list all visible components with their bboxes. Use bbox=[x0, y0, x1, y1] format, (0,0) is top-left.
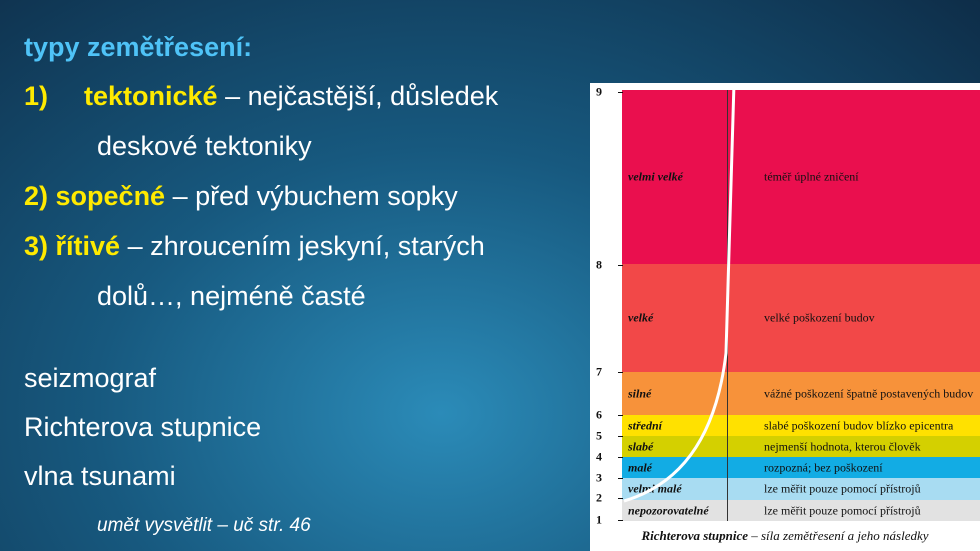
band-effect: lze měřit pouze pomocí přístrojů bbox=[764, 481, 921, 496]
tick-mark bbox=[618, 498, 623, 499]
caption: Richterova stupnice – síla zemětřesení a… bbox=[590, 528, 980, 544]
term: seizmograf bbox=[24, 363, 157, 393]
type-number: 3) bbox=[24, 231, 49, 261]
caption-title: Richterova stupnice bbox=[641, 528, 748, 543]
band: velmi velké téměř úplné zničení bbox=[622, 90, 980, 264]
term: Richterova stupnice bbox=[24, 412, 262, 442]
band: velké velké poškození budov bbox=[622, 264, 980, 372]
type-name: sopečné bbox=[55, 181, 166, 211]
tick-mark bbox=[618, 372, 623, 373]
type-desc: – zhroucením jeskyní, starých bbox=[127, 231, 485, 261]
tick-mark bbox=[618, 415, 623, 416]
band-level: silné bbox=[628, 386, 652, 400]
tick-label: 8 bbox=[596, 257, 602, 272]
tick-label: 6 bbox=[596, 407, 602, 422]
tick-mark bbox=[618, 436, 623, 437]
note: umět vysvětlit – uč str. 46 bbox=[97, 515, 311, 536]
band-effect: vážné poškození špatně postavených budov bbox=[764, 386, 974, 400]
band: silné vážné poškození špatně postavených … bbox=[622, 372, 980, 415]
band-effect: lze měřit pouze pomocí přístrojů bbox=[764, 503, 921, 517]
type-desc: – nejčastější, důsledek bbox=[225, 81, 499, 111]
band-effect: rozpozná; bez poškození bbox=[764, 460, 883, 474]
type-desc: – před výbuchem sopky bbox=[172, 181, 458, 211]
type-number: 1) bbox=[24, 81, 49, 111]
tick-label: 2 bbox=[596, 490, 602, 505]
band: nepozorovatelné lze měřit pouze pomocí př… bbox=[622, 500, 980, 521]
band-level: slabé bbox=[628, 439, 654, 453]
type-number: 2) bbox=[24, 181, 49, 211]
band-effect: velké poškození budov bbox=[764, 310, 875, 325]
richter-diagram: Richterova stupnice – síla zemětřesení a… bbox=[590, 83, 980, 551]
band-effect: slabé poškození budov blízko epicentra bbox=[764, 418, 954, 432]
type-desc: deskové tektoniky bbox=[97, 131, 312, 161]
energy-curve bbox=[623, 83, 736, 503]
type-item: 3) řítivé – zhroucením jeskyní, starých bbox=[24, 230, 485, 262]
band-level: nepozorovatelné bbox=[628, 503, 709, 517]
band-effect: téměř úplné zničení bbox=[764, 169, 859, 184]
type-desc: dolů…, nejméně časté bbox=[97, 281, 366, 311]
tick-label: 4 bbox=[596, 449, 602, 464]
curve-layer bbox=[623, 83, 736, 503]
tick-label: 5 bbox=[596, 428, 602, 443]
type-name: řítivé bbox=[55, 231, 121, 261]
heading: typy zemětřesení: bbox=[24, 32, 253, 62]
band-level: střední bbox=[628, 418, 663, 432]
tick-mark bbox=[618, 92, 623, 93]
caption-text: – síla zemětřesení a jeho následky bbox=[751, 528, 929, 543]
band: velmi malé lze měřit pouze pomocí přístro… bbox=[622, 478, 980, 500]
type-item: 2) sopečné – před výbuchem sopky bbox=[24, 180, 458, 212]
band-level: malé bbox=[628, 460, 652, 474]
tick-mark bbox=[618, 478, 623, 479]
tick-mark bbox=[618, 457, 623, 458]
tick-mark bbox=[618, 520, 623, 521]
type-name: tektonické bbox=[84, 81, 218, 111]
tick-label: 9 bbox=[596, 84, 602, 99]
tick-label: 7 bbox=[596, 364, 602, 379]
band: slabé nejmenší hodnota, kterou člověk bbox=[622, 436, 980, 457]
band: střední slabé poškození budov blízko epic… bbox=[622, 415, 980, 436]
tick-label: 1 bbox=[596, 512, 602, 527]
tick-mark bbox=[618, 265, 623, 266]
type-item: 1) tektonické – nejčastější, důsledek bbox=[24, 80, 498, 112]
band-level: velké bbox=[628, 310, 654, 325]
band-effect: nejmenší hodnota, kterou člověk bbox=[764, 439, 921, 453]
band: malé rozpozná; bez poškození bbox=[622, 457, 980, 478]
term: vlna tsunami bbox=[24, 461, 176, 491]
tick-label: 3 bbox=[596, 470, 602, 485]
band-level: velmi velké bbox=[628, 169, 683, 184]
